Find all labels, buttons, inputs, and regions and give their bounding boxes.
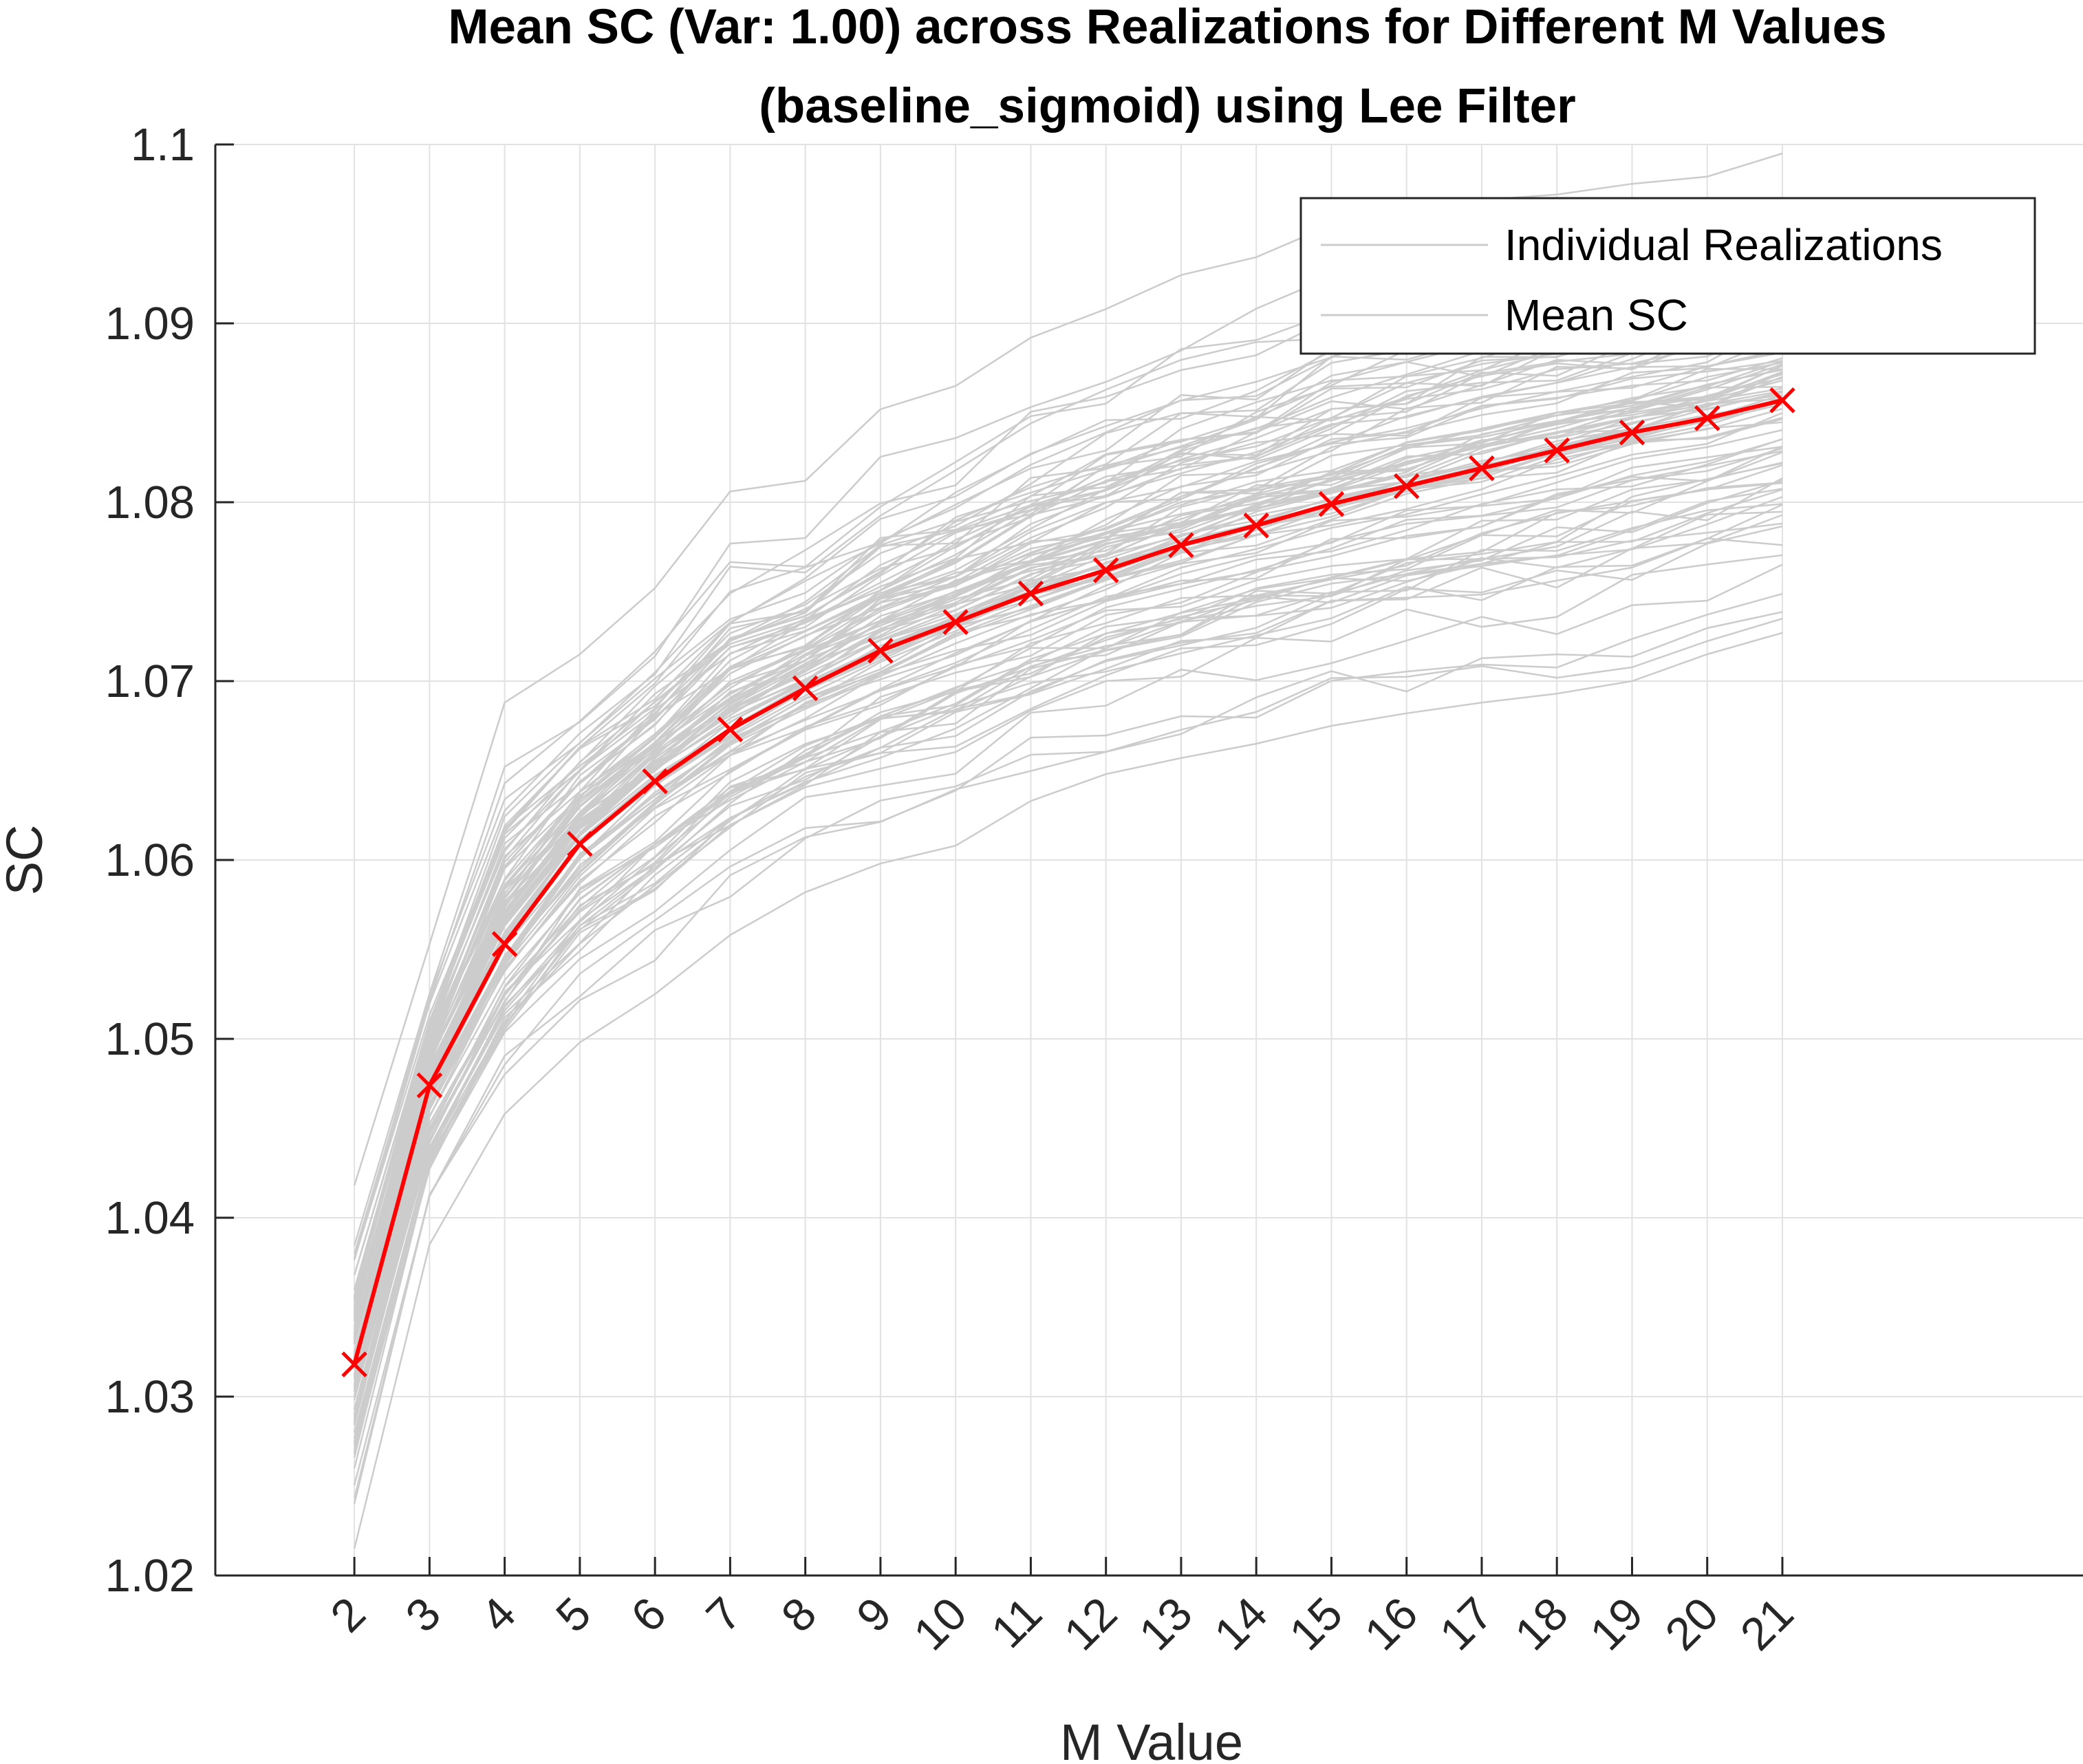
mean-sc-marker bbox=[1619, 419, 1645, 446]
chart-title: Mean SC (Var: 1.00) across Realizations … bbox=[448, 0, 1886, 54]
realization-line bbox=[353, 488, 1783, 1410]
realization-line bbox=[353, 447, 1783, 1392]
realization-line bbox=[353, 488, 1783, 1423]
mean-sc-marker bbox=[1017, 580, 1044, 607]
realization-line bbox=[353, 323, 1783, 1335]
realization-line bbox=[353, 445, 1783, 1387]
realization-line bbox=[353, 611, 1783, 1505]
mean-sc-marker bbox=[1243, 513, 1269, 539]
realization-line bbox=[353, 477, 1783, 1426]
realization-line bbox=[353, 592, 1783, 1486]
mean-sc-marker bbox=[1544, 437, 1570, 464]
realization-line bbox=[353, 504, 1783, 1452]
mean-sc-marker bbox=[867, 638, 894, 664]
realization-line bbox=[353, 387, 1783, 1359]
y-tick-label: 1.02 bbox=[105, 1550, 195, 1602]
mean-sc-marker bbox=[341, 1351, 367, 1377]
realization-line bbox=[353, 352, 1783, 1320]
realization-line bbox=[353, 283, 1783, 1341]
mean-sc-marker bbox=[1469, 455, 1495, 482]
legend-entry-mean: Mean SC bbox=[1504, 290, 1688, 340]
y-tick-labels: 1.02 1.03 1.04 1.05 1.06 1.07 1.08 1.09 1.1 bbox=[105, 119, 195, 1602]
realization-line bbox=[353, 342, 1783, 1309]
realization-line bbox=[353, 462, 1783, 1439]
realization-line bbox=[353, 554, 1783, 1443]
realization-line bbox=[353, 314, 1783, 1333]
realization-line bbox=[353, 480, 1783, 1469]
mean-sc-marker bbox=[1318, 491, 1345, 517]
mean-sc-marker bbox=[792, 675, 819, 702]
legend: Individual Realizations Mean SC bbox=[1299, 197, 2036, 355]
realization-line bbox=[353, 438, 1783, 1385]
mean-sc-marker bbox=[567, 830, 593, 857]
y-tick-label: 1.06 bbox=[105, 835, 195, 886]
y-tick-label: 1.09 bbox=[105, 298, 195, 349]
mean-sc-marker bbox=[717, 716, 744, 742]
mean-sc-marker bbox=[942, 609, 969, 635]
y-axis-label: SC bbox=[0, 825, 53, 896]
realization-line bbox=[353, 510, 1783, 1454]
realization-line bbox=[353, 152, 1783, 1186]
mean-sc-marker bbox=[1769, 387, 1795, 413]
realization-line bbox=[353, 563, 1783, 1454]
y-tick-label: 1.05 bbox=[105, 1013, 195, 1065]
grid-lines bbox=[215, 144, 2083, 1576]
realization-line bbox=[353, 482, 1783, 1401]
y-tick-label: 1.08 bbox=[105, 477, 195, 528]
realization-line bbox=[353, 372, 1783, 1361]
mean-sc-marker bbox=[1393, 473, 1420, 499]
mean-sc-marker bbox=[1168, 532, 1194, 559]
realization-line bbox=[353, 336, 1783, 1339]
mean-sc-series bbox=[341, 387, 1795, 1377]
realization-line bbox=[353, 450, 1783, 1415]
plot-axes bbox=[214, 143, 2083, 1577]
realization-line bbox=[353, 482, 1783, 1410]
realization-line bbox=[353, 320, 1783, 1319]
realization-line bbox=[353, 418, 1783, 1375]
mean-sc-marker bbox=[416, 1072, 443, 1099]
x-axis-label: M Value bbox=[1060, 1714, 1243, 1764]
y-tick-label: 1.04 bbox=[105, 1192, 195, 1244]
realization-line bbox=[353, 632, 1783, 1549]
legend-box bbox=[1299, 197, 2036, 355]
y-tick-label: 1.07 bbox=[105, 656, 195, 707]
individual-realizations bbox=[353, 152, 1783, 1549]
y-tick-label: 1.1 bbox=[131, 119, 195, 171]
mean-sc-marker bbox=[1092, 557, 1119, 583]
y-tick-label: 1.03 bbox=[105, 1371, 195, 1423]
mean-sc-marker bbox=[491, 931, 518, 957]
realization-line bbox=[353, 462, 1783, 1458]
realization-line bbox=[353, 389, 1783, 1355]
realization-line bbox=[353, 361, 1783, 1352]
mean-sc-marker bbox=[1694, 405, 1720, 431]
legend-entry-realizations: Individual Realizations bbox=[1504, 220, 1943, 270]
mean-sc-marker bbox=[642, 768, 668, 795]
realization-line bbox=[353, 618, 1783, 1499]
chart-subtitle: (baseline_sigmoid) using Lee Filter bbox=[759, 79, 1576, 133]
realization-line bbox=[353, 525, 1783, 1443]
realization-line bbox=[353, 537, 1783, 1417]
